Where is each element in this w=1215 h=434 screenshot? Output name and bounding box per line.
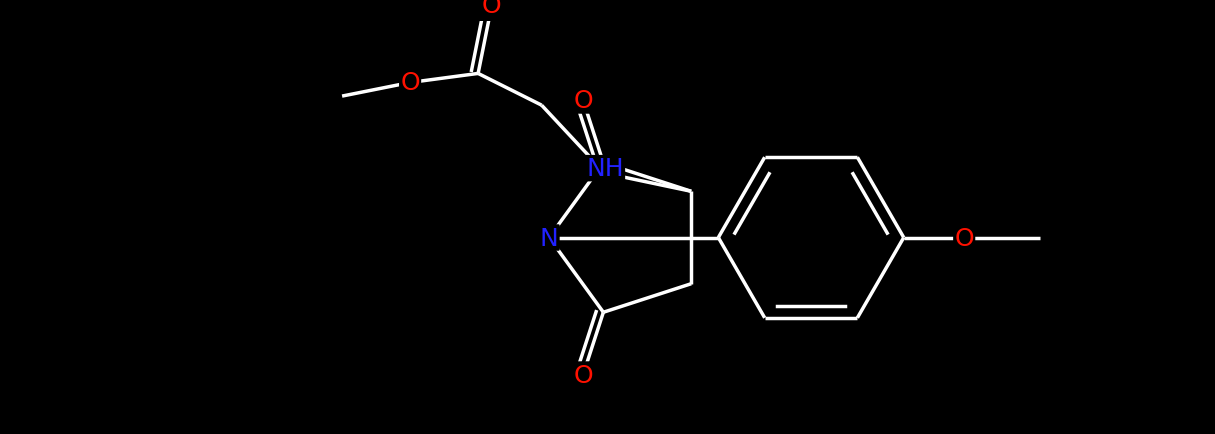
Text: O: O [482,0,502,18]
Text: NH: NH [587,157,623,181]
Text: N: N [539,226,559,250]
Text: O: O [400,71,420,95]
Text: O: O [573,89,593,113]
Text: O: O [573,363,593,387]
Text: O: O [955,226,974,250]
